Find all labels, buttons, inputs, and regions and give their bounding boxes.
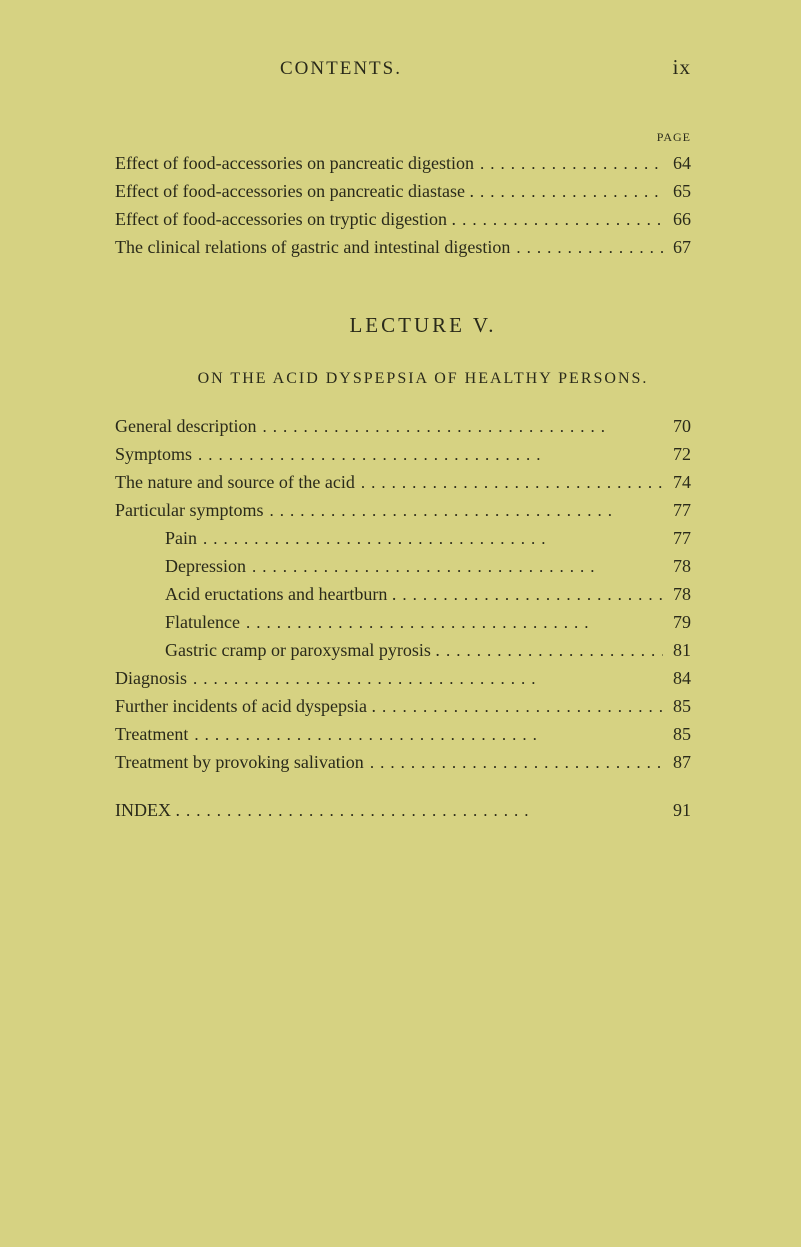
toc-line: Diagnosis ..............................… [115, 668, 731, 689]
lecture-subtitle: ON THE ACID DYSPEPSIA OF HEALTHY PERSONS… [115, 370, 731, 388]
toc-page: 78 [663, 556, 691, 577]
toc-page: 65 [663, 181, 691, 202]
toc-dots: .................................. [256, 417, 663, 437]
toc-text: Treatment by provoking salivation [115, 752, 364, 773]
toc-dots: .................................. [197, 529, 663, 549]
toc-line: Treatment ..............................… [115, 724, 731, 745]
toc-page: 64 [663, 153, 691, 174]
toc-line: General description ....................… [115, 416, 731, 437]
toc-page: 85 [663, 696, 691, 717]
page-label: PAGE [115, 130, 731, 145]
toc-text: The clinical relations of gastric and in… [115, 237, 510, 258]
toc-page: 85 [663, 724, 691, 745]
toc-dots: .................................. [263, 501, 663, 521]
toc-text: Further incidents of acid dyspepsia . [115, 696, 376, 717]
toc-page: 91 [663, 800, 691, 821]
toc-dots: .................................. [188, 725, 663, 745]
toc-line: Effect of food-accessories on pancreatic… [115, 153, 731, 174]
toc-dots: .................................. [187, 669, 663, 689]
section-2: General description ....................… [115, 416, 731, 773]
toc-page: 77 [663, 500, 691, 521]
toc-page: 66 [663, 209, 691, 230]
toc-dots: .................................. [240, 613, 663, 633]
toc-line: Treatment by provoking salivation ......… [115, 752, 731, 773]
toc-line: Pain .................................. … [115, 528, 731, 549]
toc-text: Gastric cramp or paroxysmal pyrosis . [165, 640, 440, 661]
toc-line: Flatulence .............................… [115, 612, 731, 633]
toc-text: INDEX . [115, 800, 180, 821]
toc-text: General description [115, 416, 256, 437]
contents-title: CONTENTS. [280, 58, 402, 80]
toc-text: Diagnosis [115, 668, 187, 689]
toc-line-index: INDEX . ................................… [115, 800, 731, 821]
toc-dots: .................................. [510, 238, 663, 258]
toc-dots: .................................. [456, 210, 663, 230]
toc-text: Flatulence [165, 612, 240, 633]
toc-dots: .................................. [474, 182, 663, 202]
toc-text: Particular symptoms [115, 500, 263, 521]
toc-dots: .................................. [440, 641, 663, 661]
toc-line: Depression .............................… [115, 556, 731, 577]
section-1: Effect of food-accessories on pancreatic… [115, 153, 731, 258]
toc-dots: .................................. [246, 557, 663, 577]
toc-text: Symptoms [115, 444, 192, 465]
toc-line: Symptoms ...............................… [115, 444, 731, 465]
toc-text: Effect of food-accessories on pancreatic… [115, 181, 474, 202]
toc-line: The clinical relations of gastric and in… [115, 237, 731, 258]
page-number: ix [673, 55, 691, 80]
toc-dots: .................................. [355, 473, 663, 493]
toc-text: Pain [165, 528, 197, 549]
toc-dots: .................................. [474, 154, 663, 174]
toc-page: 87 [663, 752, 691, 773]
toc-text: Effect of food-accessories on tryptic di… [115, 209, 456, 230]
lecture-heading: LECTURE V. [115, 313, 731, 338]
toc-text: Effect of food-accessories on pancreatic… [115, 153, 474, 174]
toc-dots: .................................. [396, 585, 663, 605]
toc-line: The nature and source of the acid ......… [115, 472, 731, 493]
toc-text: Acid eructations and heartburn . [165, 584, 396, 605]
toc-line: Acid eructations and heartburn . .......… [115, 584, 731, 605]
toc-page: 70 [663, 416, 691, 437]
toc-dots: .................................. [376, 697, 663, 717]
toc-line: Particular symptoms ....................… [115, 500, 731, 521]
toc-page: 84 [663, 668, 691, 689]
toc-page: 77 [663, 528, 691, 549]
toc-dots: .................................. [364, 753, 663, 773]
toc-text: Depression [165, 556, 246, 577]
toc-text: Treatment [115, 724, 188, 745]
toc-line: Gastric cramp or paroxysmal pyrosis . ..… [115, 640, 731, 661]
toc-dots: .................................. [180, 801, 663, 821]
toc-line: Effect of food-accessories on pancreatic… [115, 181, 731, 202]
toc-dots: .................................. [192, 445, 663, 465]
toc-page: 78 [663, 584, 691, 605]
toc-page: 67 [663, 237, 691, 258]
toc-line: Effect of food-accessories on tryptic di… [115, 209, 731, 230]
toc-line: Further incidents of acid dyspepsia . ..… [115, 696, 731, 717]
toc-page: 79 [663, 612, 691, 633]
toc-text: The nature and source of the acid [115, 472, 355, 493]
toc-page: 74 [663, 472, 691, 493]
header-row: CONTENTS. ix [115, 55, 731, 80]
toc-page: 81 [663, 640, 691, 661]
toc-page: 72 [663, 444, 691, 465]
section-gap [115, 780, 731, 800]
